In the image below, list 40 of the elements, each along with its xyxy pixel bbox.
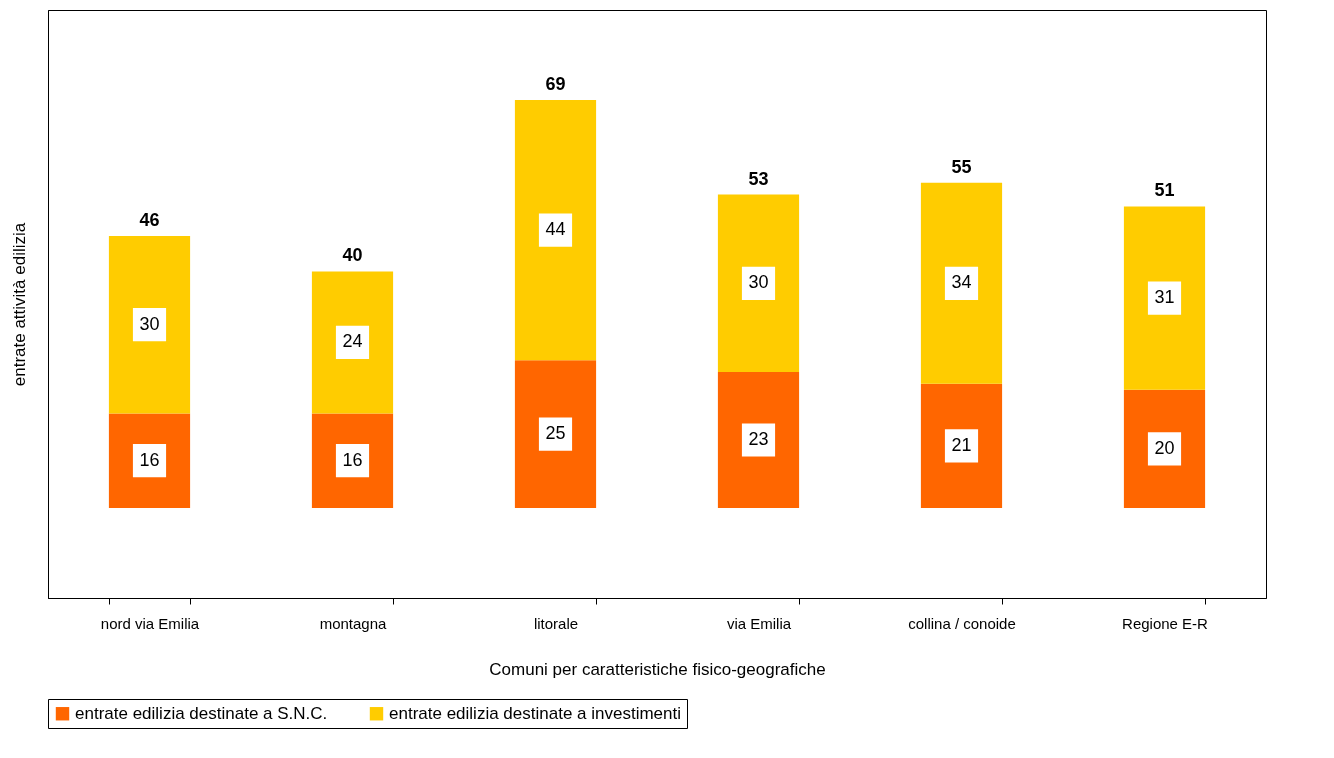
bar (1123, 389, 1206, 508)
bar (108, 413, 191, 508)
x-tick-label: via Emilia (726, 614, 792, 632)
bar (920, 182, 1003, 384)
x-tick-label: litorale (533, 614, 579, 632)
data-label: 21 (951, 434, 972, 455)
total-label: 69 (545, 74, 566, 94)
y-axis-title: entrate attività edilizia (9, 222, 29, 387)
data-label: 16 (139, 449, 160, 470)
total-label: 40 (342, 245, 363, 266)
bar (514, 100, 597, 361)
data-label: 20 (1154, 437, 1175, 458)
x-tick-label: collina / conoide (908, 614, 1016, 632)
data-label: 31 (1154, 287, 1175, 308)
bar (108, 236, 191, 414)
bar (717, 194, 800, 372)
data-label: 30 (139, 313, 160, 334)
data-label: 16 (342, 449, 363, 470)
bar (920, 383, 1003, 508)
x-tick-label: Regione E-R (1122, 614, 1209, 632)
bar (1123, 206, 1206, 390)
legend-label: entrate edilizia destinate a investimenti (389, 703, 681, 723)
x-tick-label: montagna (319, 614, 388, 632)
total-label: 46 (139, 210, 160, 230)
data-label: 34 (951, 272, 972, 293)
x-axis-title: Comuni per caratteristiche fisico-geografiche (489, 659, 826, 679)
data-label: 30 (748, 272, 769, 293)
legend-label: entrate edilizia destinate a S.N.C. (75, 703, 328, 723)
bar (514, 360, 597, 508)
data-label: 23 (748, 429, 769, 449)
bar (311, 271, 394, 414)
total-label: 55 (951, 156, 972, 177)
data-label: 25 (545, 423, 566, 444)
data-label: 24 (342, 331, 363, 352)
total-label: 51 (1154, 180, 1175, 201)
bar (311, 413, 394, 508)
data-label: 44 (545, 219, 566, 240)
x-tick-label: nord via Emilia (100, 614, 200, 632)
bar (717, 372, 800, 508)
total-label: 53 (748, 168, 769, 189)
